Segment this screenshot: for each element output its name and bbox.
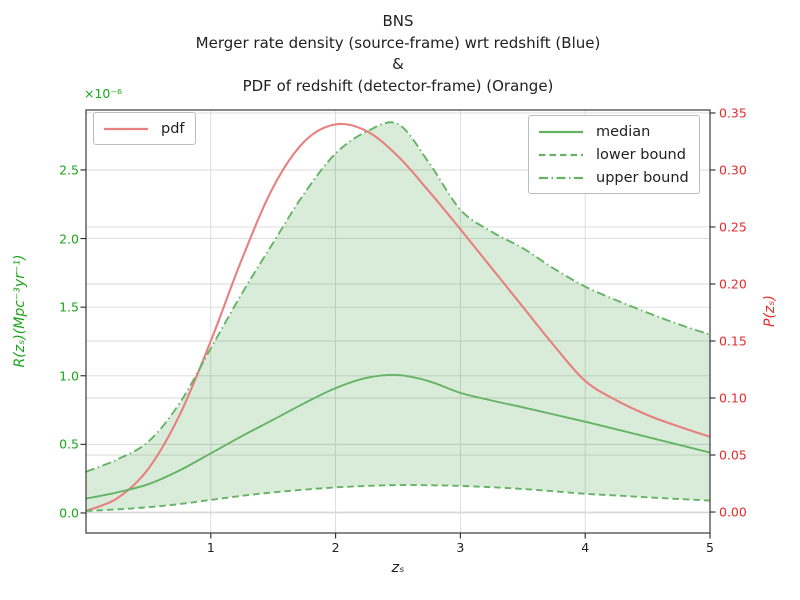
y-right-tick-label: 0.30	[719, 162, 747, 178]
legend-entry: median	[538, 120, 689, 143]
title-line-3: &	[392, 55, 404, 73]
plot-frame	[85, 109, 711, 534]
y-left-tick-label: 2.5	[59, 162, 79, 178]
y-left-offset-text: ×10⁻⁶	[84, 86, 122, 101]
legend-label: median	[596, 123, 651, 140]
y-left-tick-label: 2.0	[59, 231, 79, 247]
legend-label: lower bound	[596, 146, 686, 163]
legend-entry: pdf	[103, 117, 185, 140]
y-right-tick-label: 0.20	[719, 276, 747, 292]
x-tick-label: 2	[331, 540, 340, 555]
legend-line-sample-dashdot	[539, 176, 583, 179]
y-right-tick-label: 0.25	[719, 219, 747, 235]
y-right-tick-label: 0.35	[719, 105, 747, 121]
median-curve	[85, 374, 711, 500]
y-axis-label-left: R(zₛ)(Mpc⁻³yr⁻¹)	[12, 254, 28, 368]
y-right-tick-label: 0.00	[719, 504, 747, 520]
y-left-tick-label: 1.0	[59, 368, 79, 384]
x-tick-label: 5	[706, 540, 714, 555]
x-tick-label: 4	[581, 540, 590, 555]
x-axis-label: zₛ	[391, 560, 405, 576]
legend-entry: lower bound	[538, 143, 689, 166]
legend-line-sample-solid	[104, 127, 148, 130]
y-right-tick-label: 0.15	[719, 333, 747, 349]
legend-bounds: median lower bound upper bound	[528, 115, 700, 194]
legend-label: upper bound	[596, 169, 689, 186]
title-line-1: BNS	[382, 12, 414, 30]
upper-bound-curve	[85, 121, 711, 473]
y-right-tick-label: 0.05	[719, 447, 747, 463]
chart-title: BNS Merger rate density (source-frame) w…	[0, 11, 796, 97]
legend-label: pdf	[161, 120, 185, 137]
legend-line-sample-dashed	[539, 153, 583, 156]
legend-pdf: pdf	[93, 112, 196, 145]
x-tick-label: 3	[456, 540, 465, 555]
pdf-curve	[85, 122, 711, 512]
y-left-tick-label: 1.5	[59, 299, 79, 315]
y-axis-label-right: P(zₛ)	[762, 295, 778, 327]
title-line-2: Merger rate density (source-frame) wrt r…	[195, 33, 601, 52]
y-right-tick-label: 0.10	[719, 390, 747, 406]
x-tick-label: 1	[206, 540, 215, 555]
legend-line-sample-solid	[539, 130, 583, 133]
y-left-tick-label: 0.5	[59, 436, 79, 452]
legend-entry: upper bound	[538, 166, 689, 189]
y-left-tick-label: 0.0	[59, 505, 79, 521]
title-line-4: PDF of redshift (detector-frame) (Orange…	[242, 76, 554, 95]
